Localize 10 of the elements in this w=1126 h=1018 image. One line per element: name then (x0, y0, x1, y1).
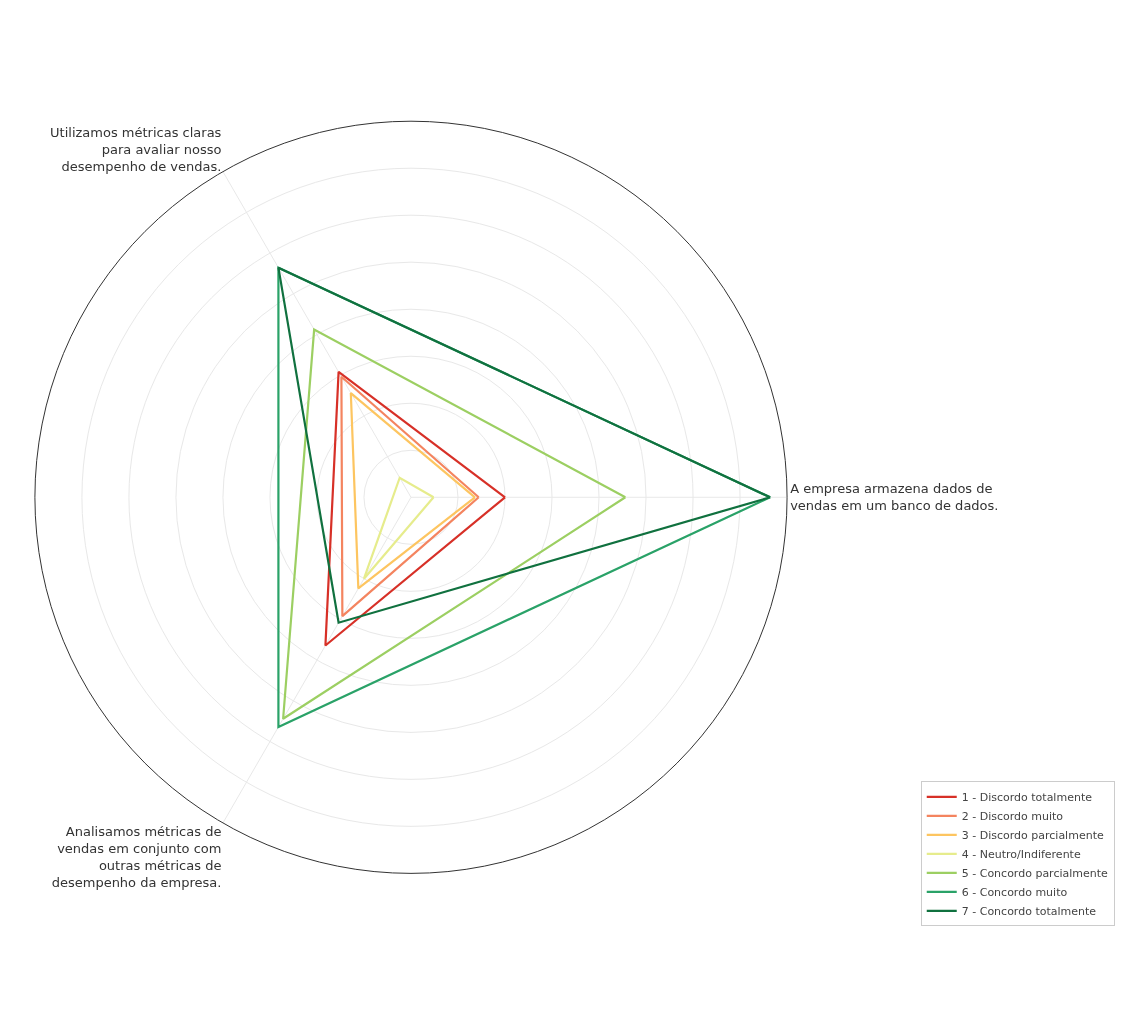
legend-label: 3 - Discordo parcialmente (961, 829, 1104, 843)
legend-label: 1 - Discordo totalmente (961, 791, 1093, 805)
spoke-label: Analisamos métricas de vendas em conjunto com outras métricas de desempenho da empresa. (51, 823, 222, 890)
legend-label: 6 - Concordo muito (961, 886, 1068, 900)
legend-label: 7 - Concordo totalmente (961, 905, 1097, 919)
legend-label: 2 - Discordo muito (961, 810, 1064, 824)
spoke-label: Utilizamos métricas claras para avaliar nosso desempenho de vendas. (50, 125, 222, 175)
legend-label: 5 - Concordo parcialmente (961, 867, 1109, 881)
spoke-label: A empresa armazena dados de vendas em um banco de dados. (790, 481, 999, 514)
legend-label: 4 - Neutro/Indiferente (961, 848, 1081, 862)
